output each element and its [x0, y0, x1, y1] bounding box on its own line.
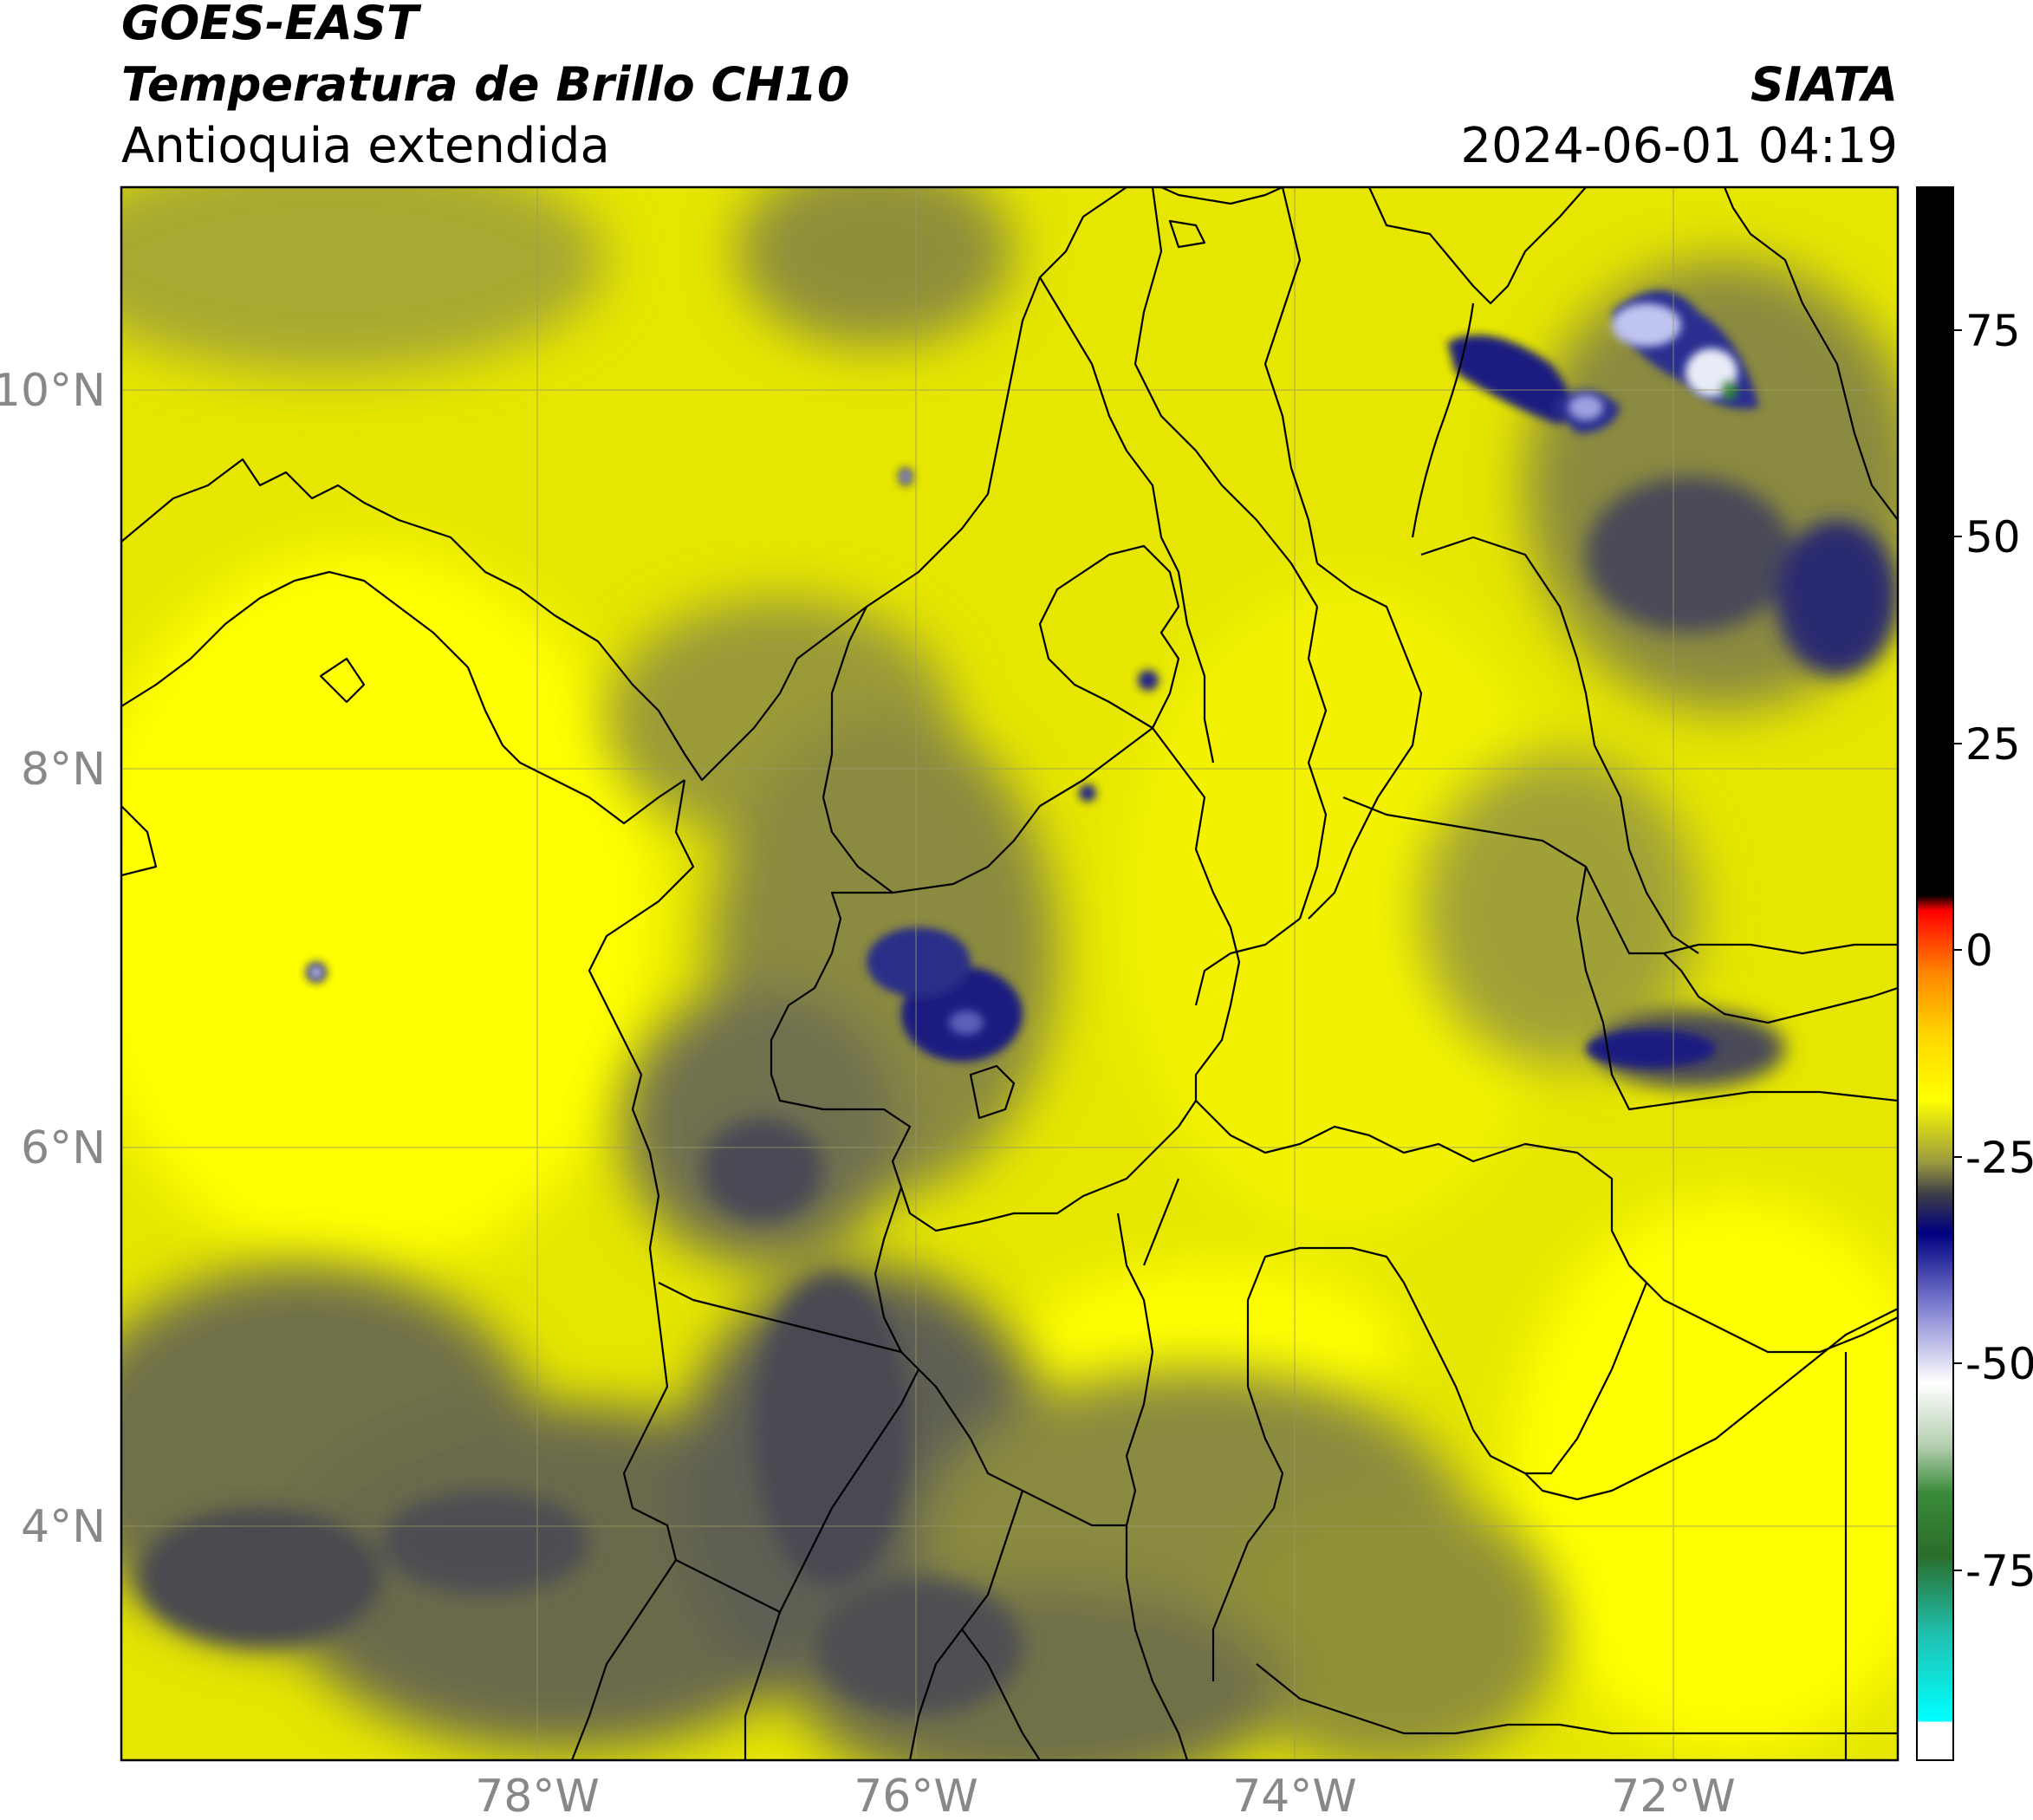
lon-label-76w: 76°W [854, 1771, 978, 1820]
lat-label-4n: 4°N [21, 1501, 106, 1553]
satellite-title: GOES-EAST [121, 0, 419, 50]
lon-label-78w: 78°W [475, 1771, 600, 1820]
organization-label: SIATA [1750, 57, 1898, 112]
map-frame [120, 185, 1900, 1762]
brightness-temperature-field [121, 187, 1898, 1760]
colorbar-label-75: 75 [1965, 306, 2021, 356]
lon-label-72w: 72°W [1611, 1771, 1736, 1820]
boundaries [121, 187, 1898, 1760]
lat-label-10n: 10°N [0, 365, 106, 417]
latitude-labels: 10°N 8°N 6°N 4°N [0, 365, 106, 1553]
lat-label-8n: 8°N [21, 744, 106, 796]
colorbar-label-minus75: -75 [1965, 1546, 2033, 1596]
coldest-cores [311, 303, 1737, 1035]
colorbar: 75 50 25 0 -25 -50 -75 [1916, 186, 2033, 1761]
colorbar-label-25: 25 [1965, 719, 2021, 770]
colorbar-label-0: 0 [1965, 926, 1993, 976]
colorbar-label-minus25: -25 [1965, 1133, 2033, 1183]
colorbar-gradient [1916, 186, 1954, 1761]
lat-label-6n: 6°N [21, 1122, 106, 1174]
lon-label-74w: 74°W [1232, 1771, 1357, 1820]
warm-areas [121, 546, 1898, 1751]
colorbar-label-minus50: -50 [1965, 1339, 2033, 1389]
longitude-labels: 78°W 76°W 74°W 72°W [475, 1771, 1736, 1820]
product-title: Temperatura de Brillo CH10 [121, 57, 850, 112]
colorbar-ticks [1953, 329, 1962, 1571]
colorbar-labels: 75 50 25 0 -25 -50 -75 [1965, 306, 2033, 1596]
timestamp-label: 2024-06-01 04:19 [1460, 118, 1898, 174]
region-subtitle: Antioquia extendida [121, 118, 610, 174]
colorbar-label-50: 50 [1965, 512, 2021, 562]
